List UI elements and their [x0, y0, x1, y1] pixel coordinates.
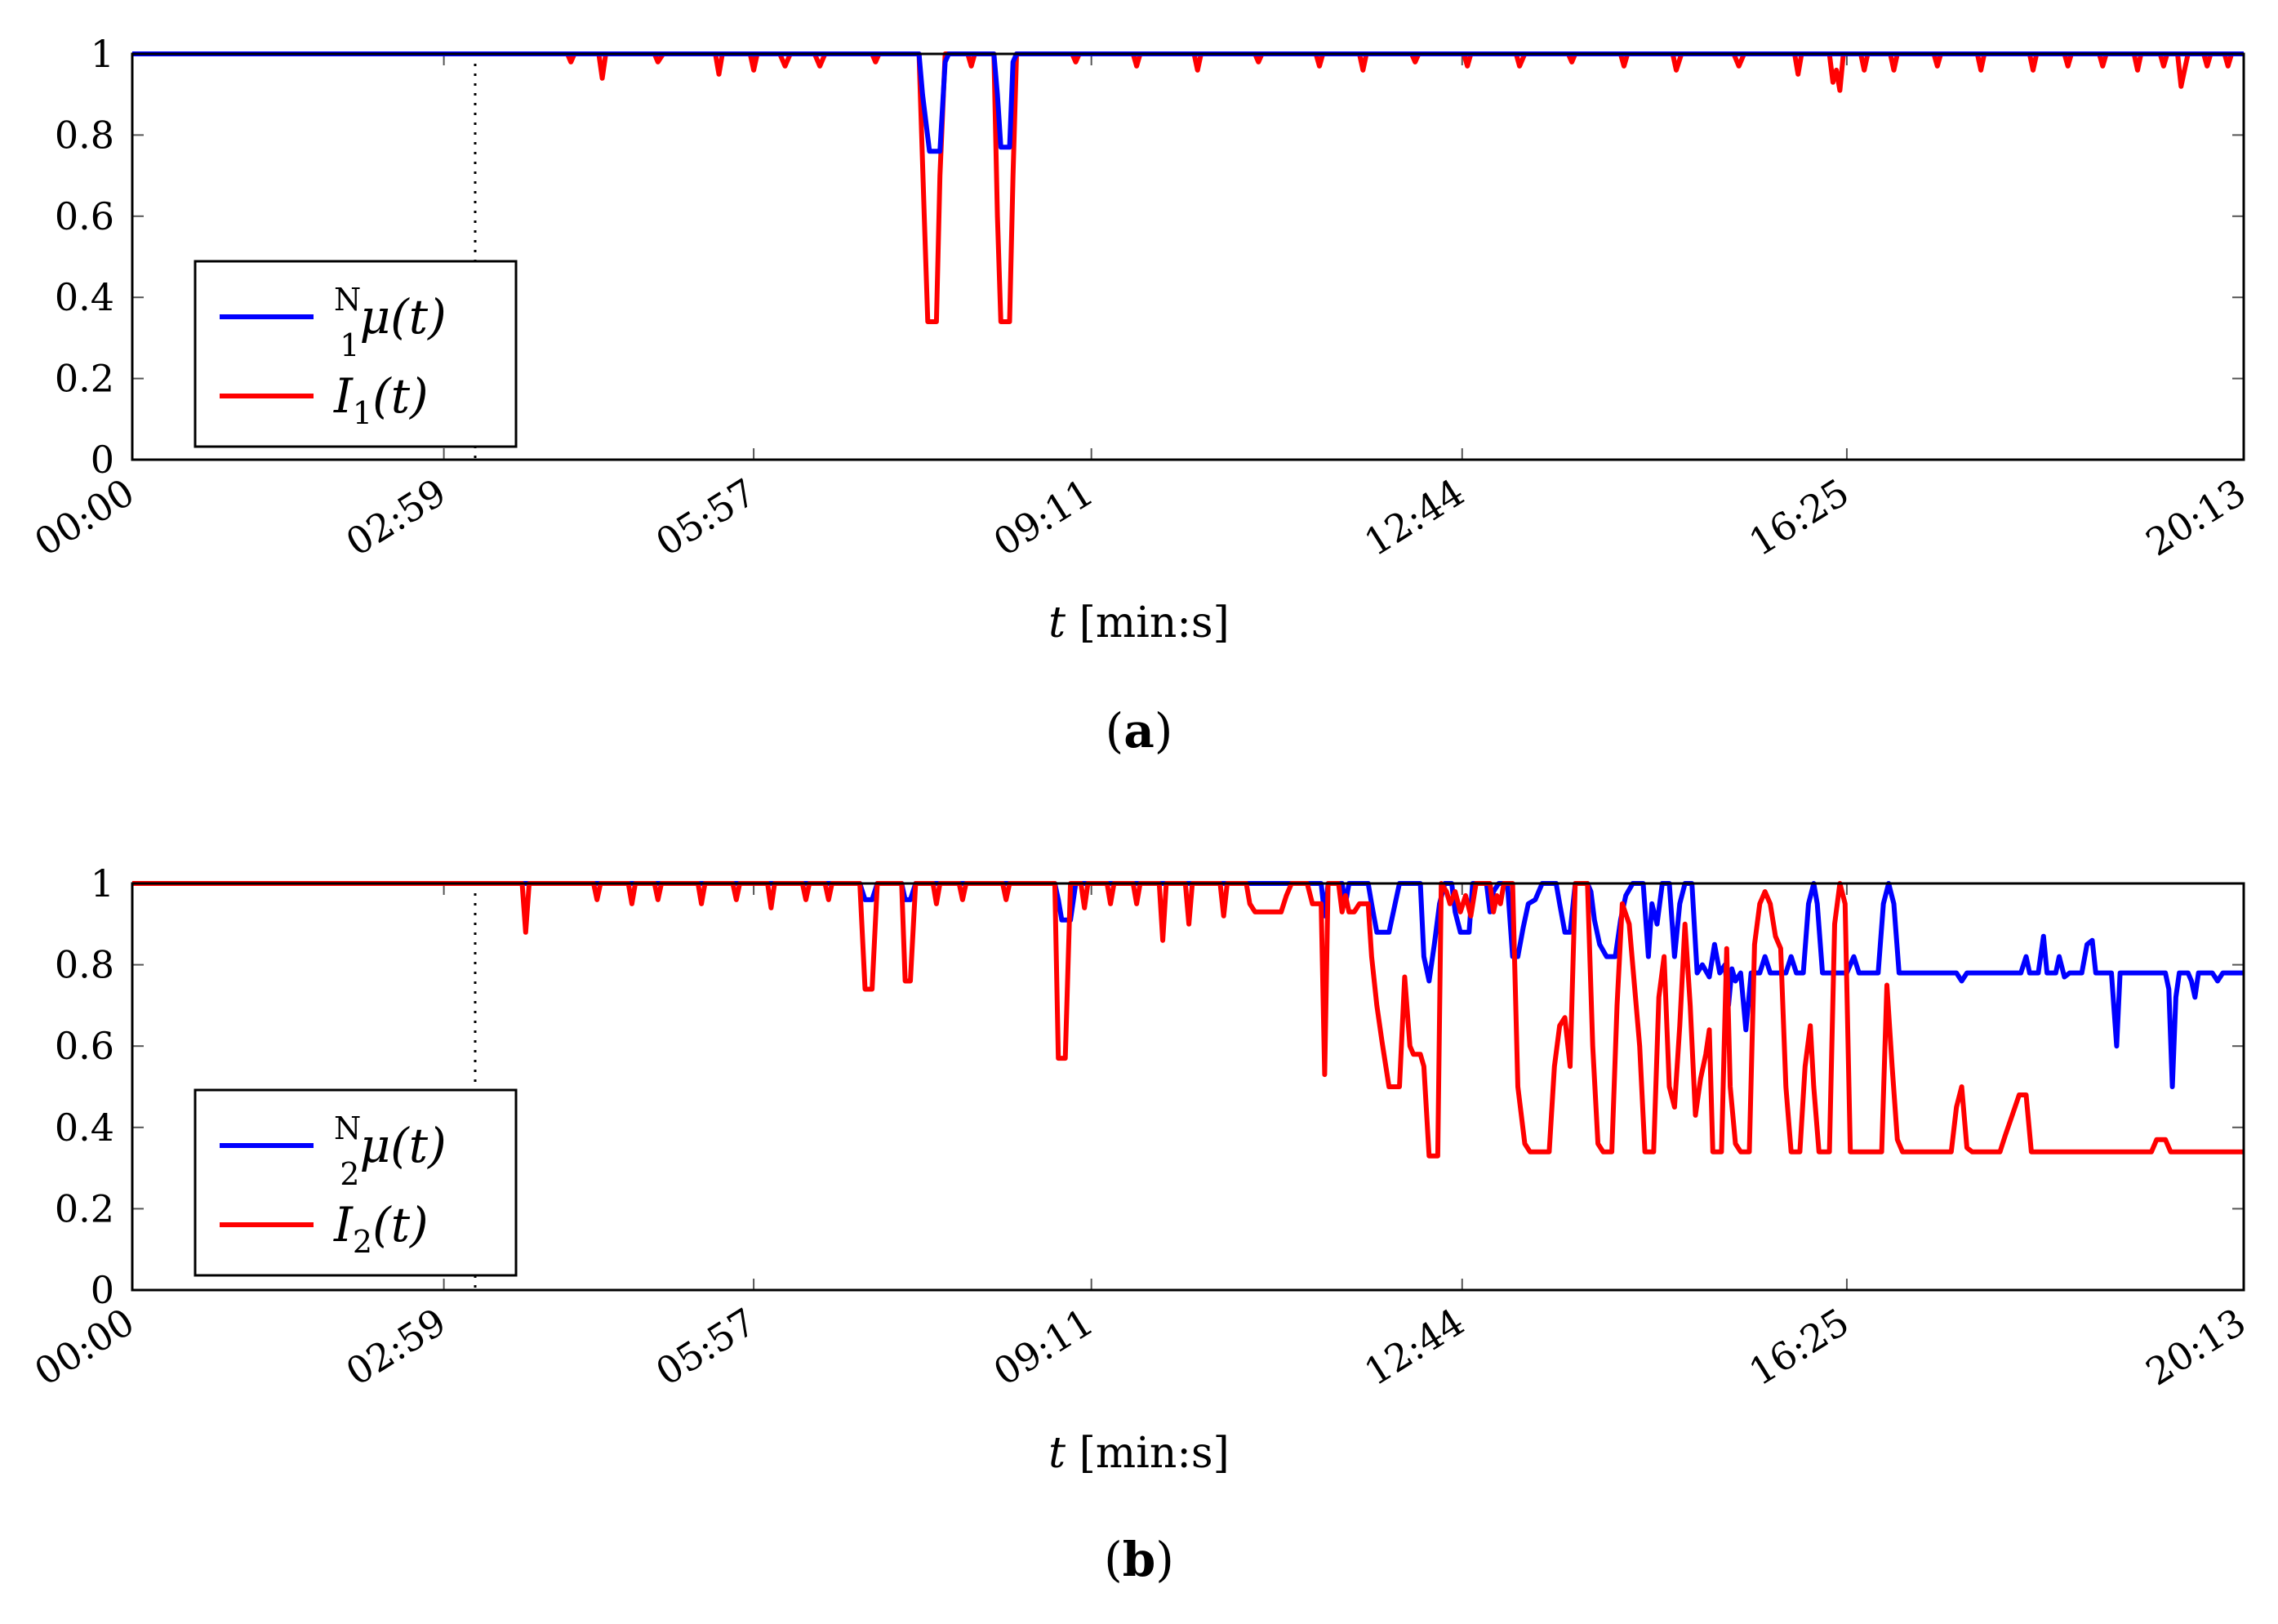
chart-panel-b: 0 0.2 0.4 0.6 0.8 1 00:00 02:59 05:57 09:11 12:44 1… — [27, 861, 2254, 1587]
legend-label-mu: N 2μ(t) — [334, 1110, 447, 1192]
y-tick-label: 0.2 — [55, 1186, 114, 1230]
x-tick-label: 12:44 — [1357, 470, 1472, 565]
x-tick-label: 05:57 — [648, 470, 763, 565]
y-tick-label: 1 — [91, 32, 114, 76]
x-tick-label: 12:44 — [1357, 1300, 1472, 1395]
x-tick-label: 20:13 — [2138, 1300, 2254, 1395]
x-tick-label: 09:11 — [986, 1300, 1101, 1395]
y-tick-label: 1 — [91, 861, 114, 905]
series-line-I — [132, 51, 2244, 324]
x-tick-label: 16:25 — [1742, 470, 1857, 565]
x-axis-label: t [min:s] — [1048, 598, 1230, 647]
x-tick-label: 16:25 — [1742, 1300, 1857, 1395]
legend-box — [194, 1088, 518, 1277]
chart-panel-a: 0 0.2 0.4 0.6 0.8 1 00:00 02:59 05:57 09:11 12:44 1… — [27, 32, 2254, 759]
plot-frame — [131, 882, 2245, 1292]
x-tick-label: 00:00 — [27, 470, 142, 565]
panel-caption: (a) — [1106, 703, 1173, 759]
legend-label-mu: N 1μ(t) — [334, 282, 447, 363]
y-tick-label: 0 — [91, 1268, 114, 1312]
x-tick-label: 20:13 — [2138, 470, 2254, 565]
panel-caption: (b) — [1104, 1532, 1174, 1587]
x-axis-label: t [min:s] — [1048, 1429, 1230, 1478]
series-line-mu — [132, 51, 2244, 154]
x-tick-label: 05:57 — [648, 1300, 763, 1395]
legend: N 2μ(t)I2(t) — [194, 1088, 518, 1277]
legend-label-I: I2(t) — [333, 1197, 429, 1260]
legend: N 1μ(t)I1(t) — [194, 260, 518, 448]
x-tick-label: 02:59 — [338, 1300, 453, 1395]
x-tick-label: 02:59 — [338, 470, 453, 565]
x-tick-label: 09:11 — [986, 470, 1101, 565]
y-tick-label: 0.4 — [55, 1106, 114, 1150]
y-tick-label: 0.4 — [55, 275, 114, 319]
y-tick-label: 0.8 — [55, 113, 114, 157]
y-tick-label: 0 — [91, 438, 114, 482]
series-line-mu — [132, 881, 2244, 1089]
y-tick-label: 0.2 — [55, 357, 114, 401]
x-tick-label: 00:00 — [27, 1300, 142, 1395]
plot-frame — [131, 52, 2245, 461]
y-tick-label: 0.8 — [55, 943, 114, 987]
legend-label-I: I1(t) — [333, 368, 429, 431]
y-tick-label: 0.6 — [55, 1024, 114, 1068]
legend-box — [194, 260, 518, 448]
y-tick-label: 0.6 — [55, 194, 114, 238]
